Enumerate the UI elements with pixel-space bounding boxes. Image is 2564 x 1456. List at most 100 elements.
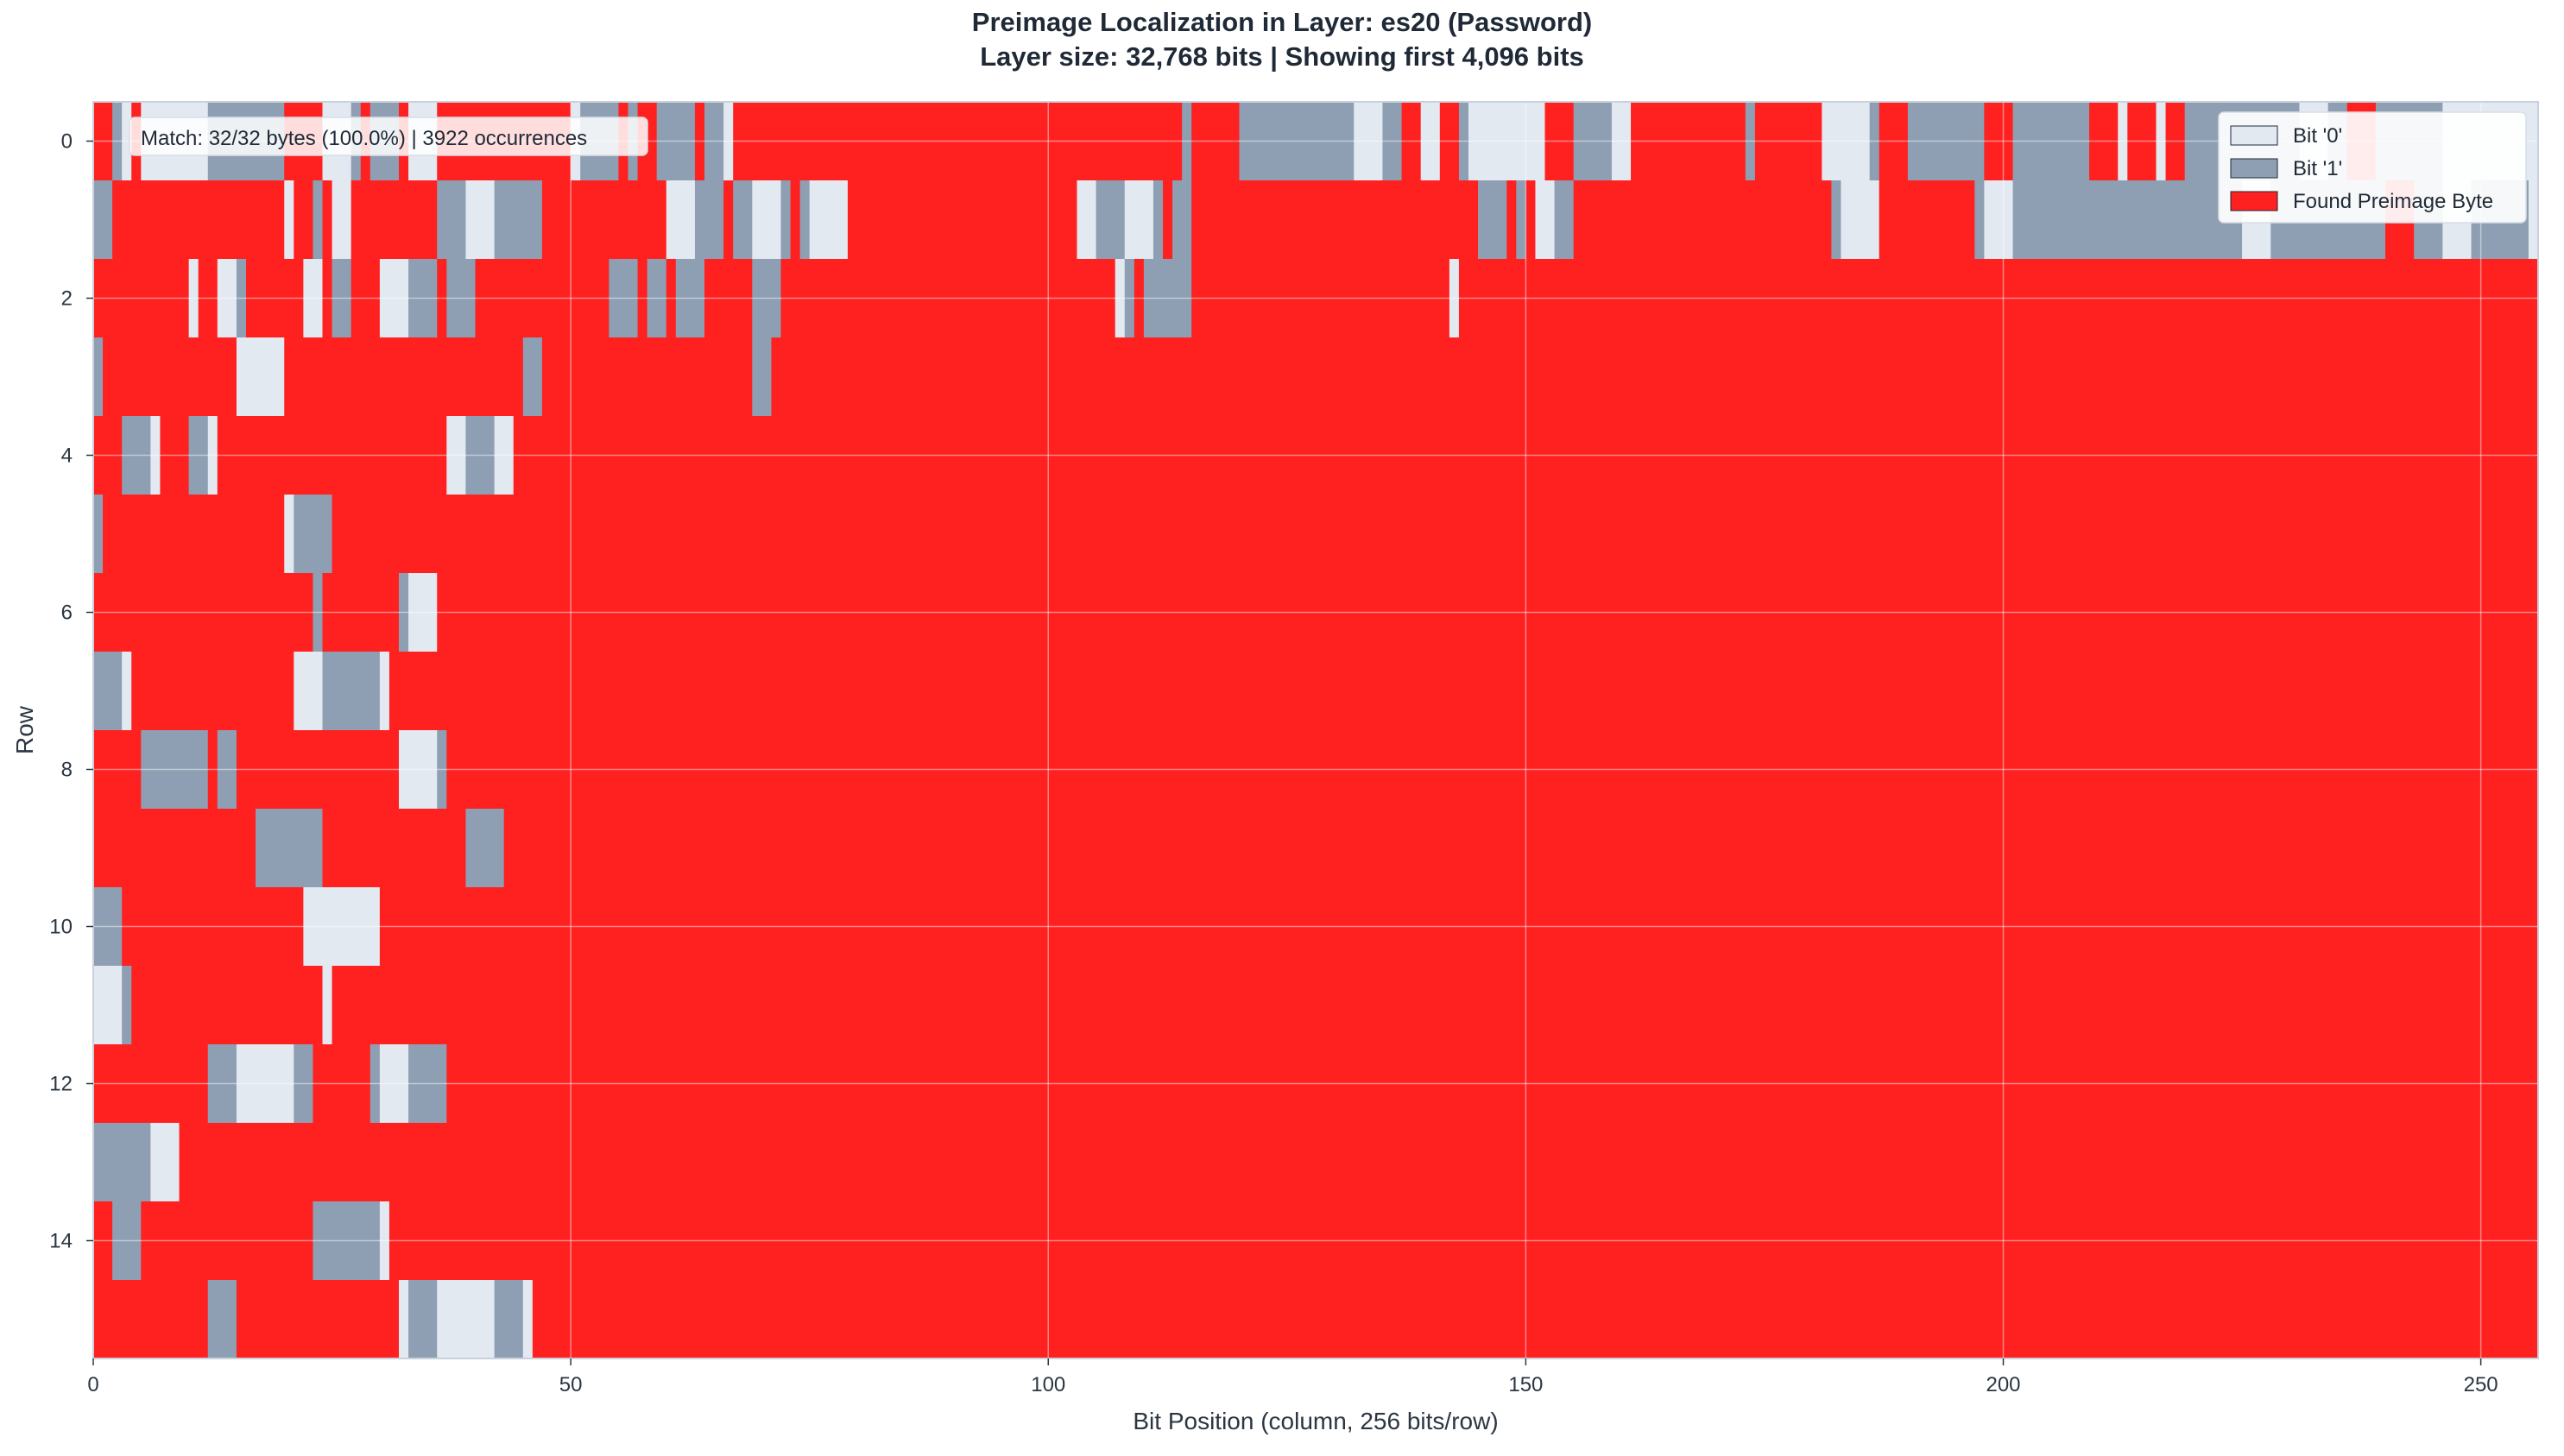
heatmap-cell-run [93,102,113,181]
heatmap-cell-run [93,887,123,967]
heatmap-cell-run [675,259,705,338]
heatmap-cell-run [1506,180,1517,260]
heatmap-cell-run [1554,180,1575,260]
heatmap-cell-run [2118,102,2128,181]
heatmap-cell-run [160,416,190,495]
heatmap-cell-run [752,180,782,260]
y-tick-label: 8 [61,759,73,782]
heatmap-cell-run [704,102,724,181]
heatmap-cell-run [1124,180,1154,260]
heatmap-cell-run [656,102,696,181]
legend: Bit '0' Bit '1' Found Preimage Byte [2218,111,2527,224]
heatmap-cell-run [1143,259,1192,338]
heatmap-cell-run [494,416,515,495]
heatmap-cell-run [93,495,104,574]
heatmap-cell-run [809,180,849,260]
heatmap-cell-run [207,1044,237,1124]
heatmap-cell-run [475,259,609,338]
heatmap-cell-run [150,416,161,495]
heatmap-cell-run [93,809,256,888]
heatmap-cell-run [388,652,2539,731]
heatmap-cell-run [437,730,447,810]
heatmap-cell-run [93,652,123,731]
heatmap-cell-run [322,259,333,338]
heatmap-cell-run [369,1044,381,1124]
heatmap-cell-run [1841,180,1880,260]
heatmap-cell-run [666,180,696,260]
heatmap-cell-run [446,730,2539,810]
heatmap-cell-run [313,573,324,652]
heatmap-cell-run [723,180,734,260]
heatmap-cell-run [399,1280,409,1359]
heatmap-cell-run [1191,180,1479,260]
heatmap-cell-run [379,1201,390,1281]
heatmap-cell-run [733,180,753,260]
heatmap-cell-run [236,730,400,810]
heatmap-cell-run [408,1044,447,1124]
heatmap-cell-run [256,809,324,888]
heatmap-cell-run [1525,180,1537,260]
heatmap-cell-run [322,809,467,888]
heatmap-cell-run [2528,180,2539,260]
heatmap-cell-run [446,416,467,495]
heatmap-cell-run [141,1201,314,1281]
heatmap-cell-run [437,573,2539,652]
heatmap-cell-run [465,809,505,888]
annotation-text: Match: 32/32 bytes (100.0%) | 3922 occur… [141,127,587,150]
heatmap-cell-run [1745,102,1756,181]
heatmap-cell-run [1631,102,1746,181]
heatmap-cell-run [188,416,209,495]
heatmap-cell-run [1974,180,1985,260]
y-tick-label: 10 [49,916,73,939]
heatmap-cell-run [236,1280,400,1359]
heatmap-cell-run [1573,180,1832,260]
heatmap-cell-run [780,259,1116,338]
heatmap-cell-run [723,102,734,181]
heatmap-cell-run [1420,102,1441,181]
heatmap-cell-run [122,887,304,967]
chart-subtitle: Layer size: 32,768 bits | Showing first … [980,41,1584,72]
heatmap-cell-run [399,573,409,652]
heatmap-cell-run [93,730,142,810]
heatmap-cell-run [217,416,447,495]
heatmap-cell-run [522,337,543,417]
heatmap-cell-run [1077,180,1097,260]
y-tick-label: 12 [49,1073,73,1096]
y-axis-ticks: 0 2 4 6 8 10 12 14 [49,130,93,1253]
heatmap-cell-run [1401,102,1422,181]
heatmap-cell-run [350,259,381,338]
heatmap-cell-run [379,887,2539,967]
y-tick-label: 6 [61,602,73,625]
legend-swatch-found-preimage-byte [2230,191,2278,211]
heatmap-cell-run [294,180,314,260]
heatmap-cell-run [2012,180,2243,260]
x-axis-ticks: 0 50 100 150 200 250 [87,1358,2498,1396]
heatmap-cell-run [112,102,123,181]
heatmap-cell-run [313,1044,371,1124]
heatmap-cell-run [332,495,2539,574]
heatmap-cell-run [93,259,190,338]
x-axis-label: Bit Position (column, 256 bits/row) [1133,1408,1498,1434]
heatmap-cell-run [1134,259,1145,338]
heatmap-cell-run [93,1280,209,1359]
heatmap-cell-run [1879,102,1909,181]
heatmap-cell-run [93,573,314,652]
heatmap-cell-run [694,180,724,260]
heatmap-cell-run [1984,180,2014,260]
heatmap-cell-run [1573,102,1613,181]
x-tick-label: 250 [2464,1373,2498,1396]
heatmap-cell-run [771,337,2539,417]
heatmap-cell-run [694,102,705,181]
heatmap-cell-run [93,1123,151,1202]
heatmap-cell-run [322,573,400,652]
heatmap-cell-run [408,1280,438,1359]
heatmap-cell-run [1984,102,2014,181]
y-axis-label: Row [11,705,38,754]
legend-label-bit-1: Bit '1' [2293,157,2342,180]
heatmap-cell-run [513,416,2539,495]
heatmap-cell-run [2012,102,2090,181]
heatmap-cell-run [437,1280,496,1359]
legend-swatch-bit-1 [2230,158,2278,179]
heatmap-cell-run [1439,102,1460,181]
heatmap-cell-run [103,337,237,417]
